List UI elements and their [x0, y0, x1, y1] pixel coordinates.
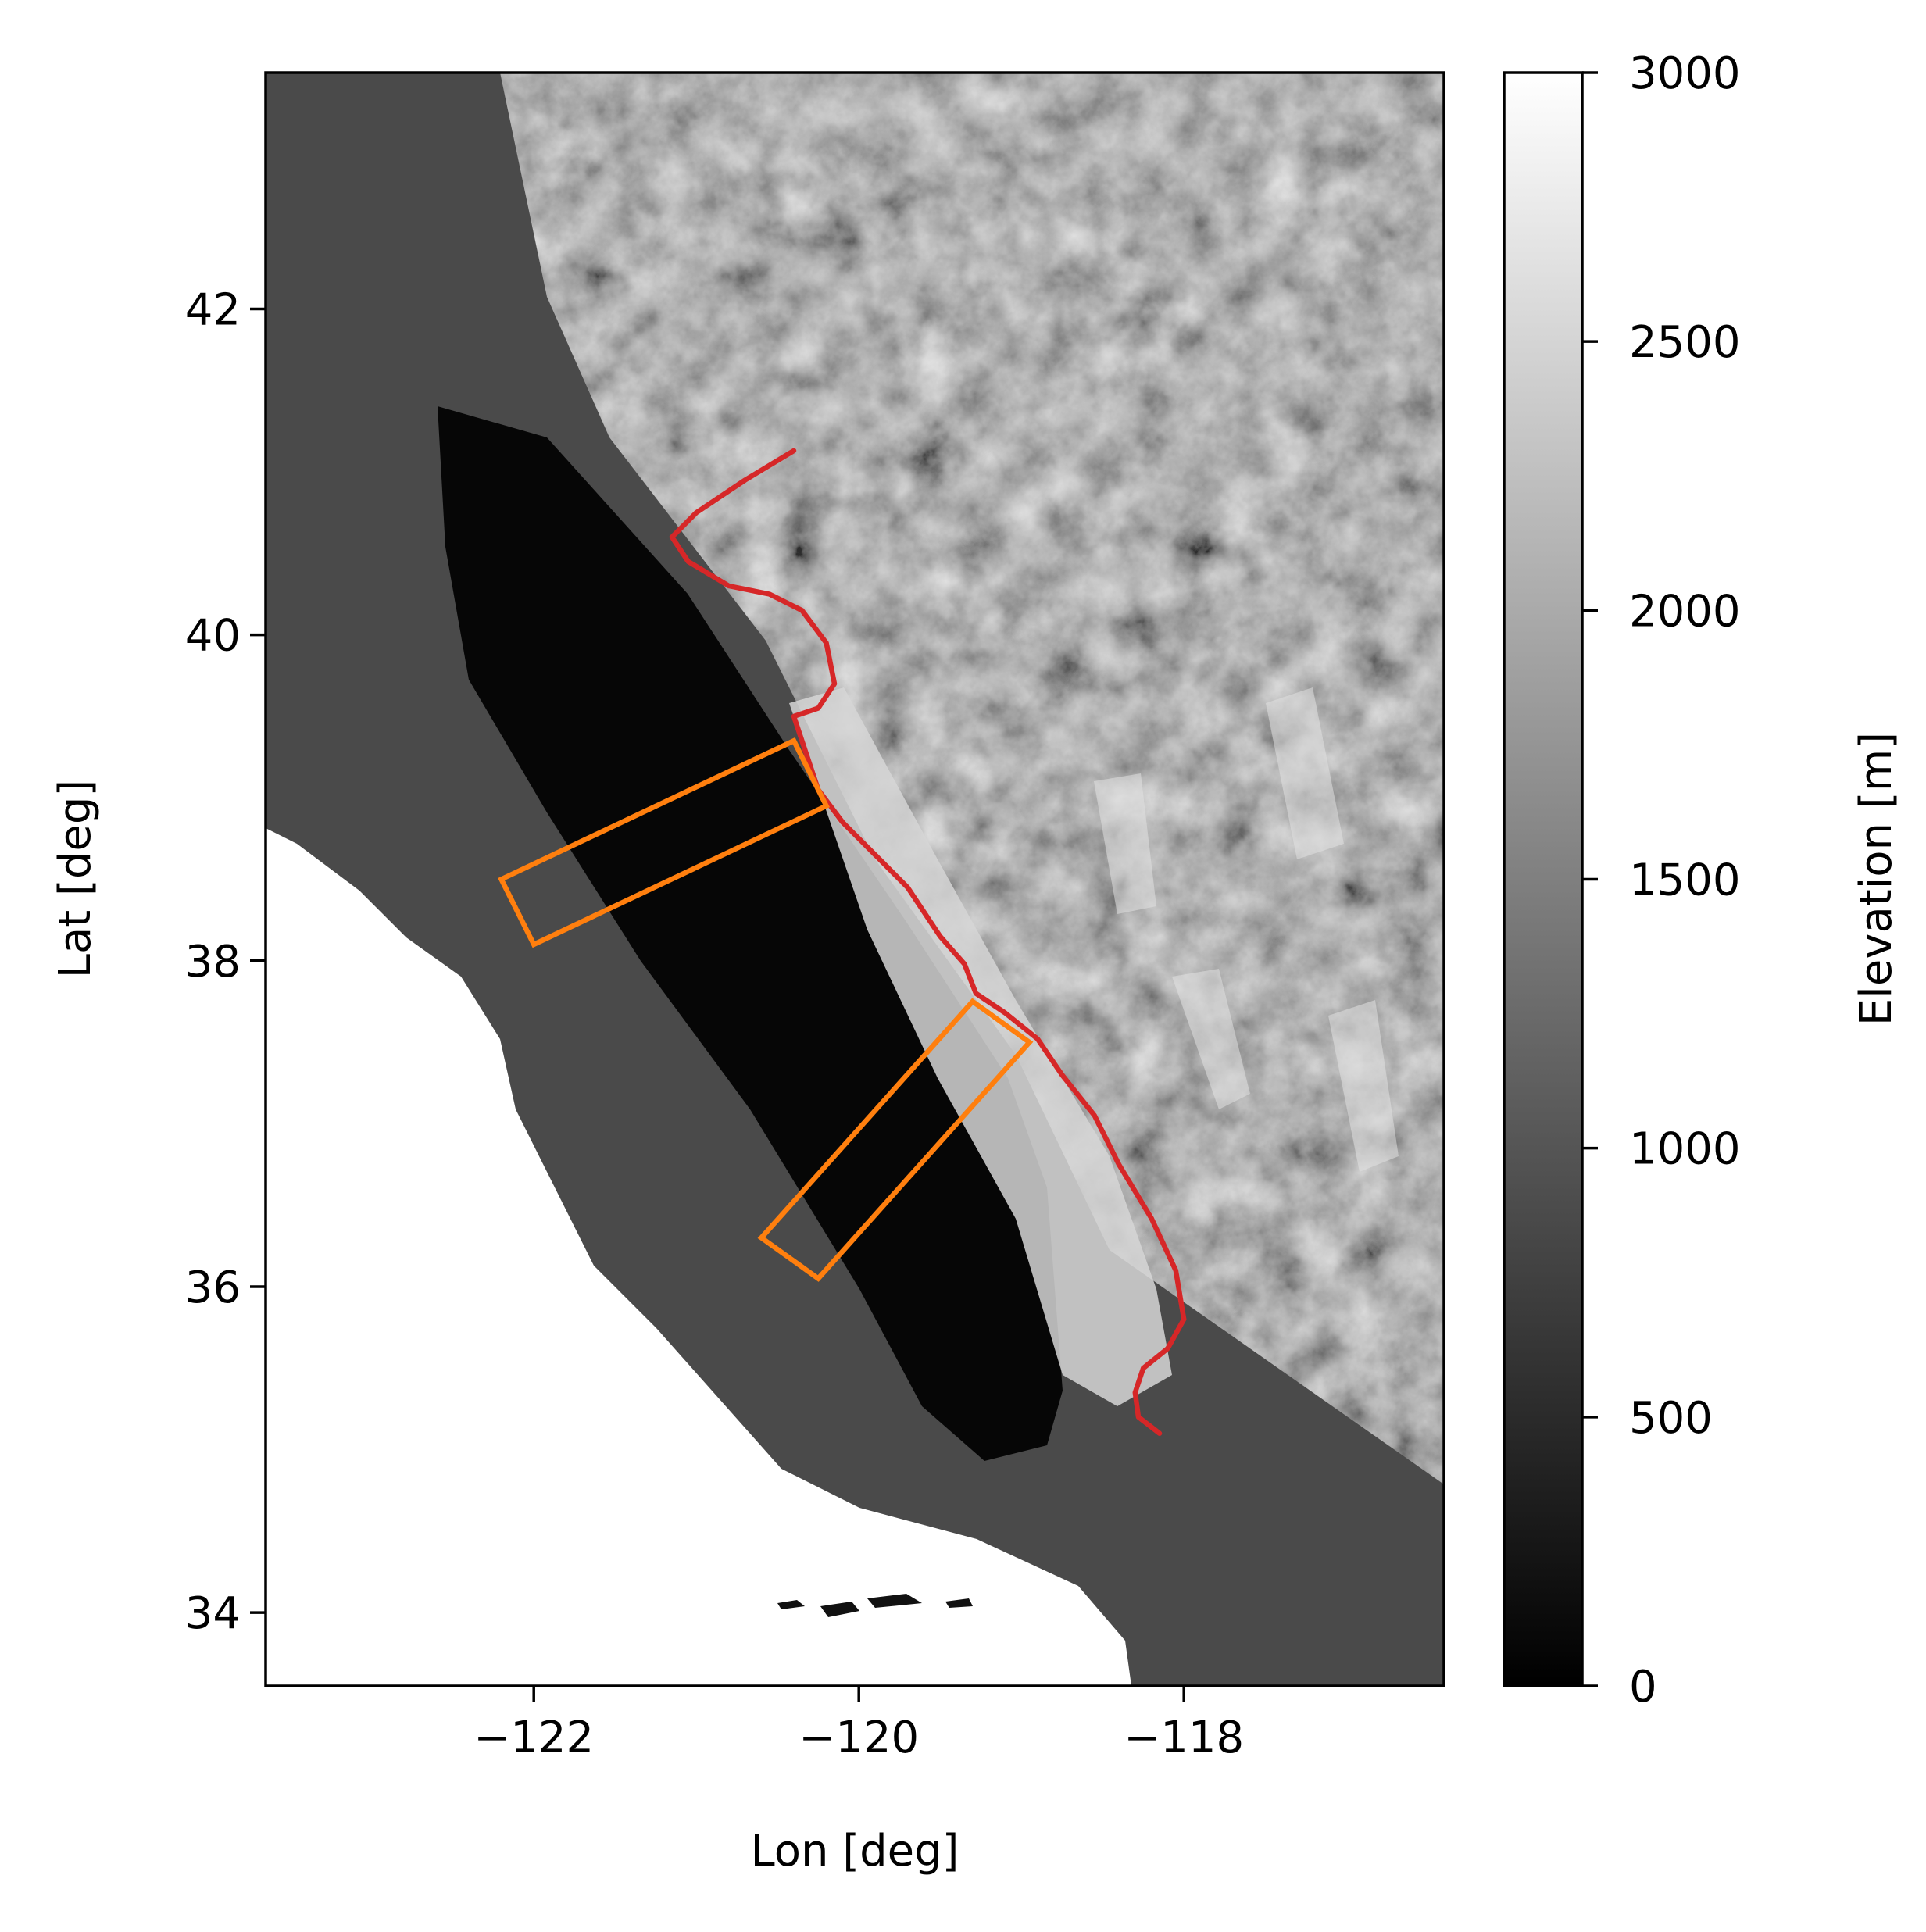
y-tick-label: 40	[185, 611, 241, 662]
y-axis: 34 36 38 40 42	[185, 284, 266, 1639]
colorbar-tick-label: 500	[1629, 1393, 1713, 1444]
y-axis-label: Lat [deg]	[50, 780, 101, 979]
central-valley	[438, 406, 1063, 1461]
x-tick-label: −120	[799, 1712, 919, 1763]
y-tick-label: 42	[185, 284, 241, 335]
colorbar-tick-label: 3000	[1629, 48, 1741, 99]
ocean	[266, 828, 1131, 1686]
y-tick-label: 34	[185, 1588, 241, 1639]
colorbar-ticks: 0 500 1000 1500 2000 2500 3000	[1582, 48, 1741, 1712]
orange-box-outline	[498, 737, 830, 948]
x-tick-label: −118	[1124, 1712, 1244, 1763]
axes-frame	[264, 71, 1445, 1687]
colorbar-tick-label: 2000	[1629, 586, 1741, 637]
y-tick-label: 38	[185, 937, 241, 987]
x-tick-label: −122	[473, 1712, 594, 1763]
colorbar: 0 500 1000 1500 2000 2500 3000 Elevation [m]	[1503, 48, 1902, 1712]
basin-range-ridges	[1094, 687, 1399, 1172]
colorbar-tick-label: 2500	[1629, 317, 1741, 368]
colorbar-tick-label: 0	[1629, 1662, 1657, 1712]
colorbar-gradient	[1504, 73, 1582, 1686]
map-axes: −122 −120 −118 34 36 38 40 42 Lon [deg] Lat [d…	[50, 71, 1445, 1877]
elevation-image	[266, 73, 1444, 1686]
colorbar-tick-label: 1000	[1629, 1124, 1741, 1175]
orange-box-outline	[757, 998, 1034, 1282]
colorbar-label: Elevation [m]	[1851, 732, 1902, 1026]
channel-islands	[777, 1594, 973, 1617]
colorbar-tick-label: 1500	[1629, 855, 1741, 906]
x-axis-label: Lon [deg]	[750, 1826, 959, 1877]
x-axis: −122 −120 −118	[473, 1686, 1244, 1763]
y-tick-label: 36	[185, 1262, 241, 1313]
overlays	[498, 448, 1187, 1436]
red-divide-line	[669, 448, 1187, 1436]
